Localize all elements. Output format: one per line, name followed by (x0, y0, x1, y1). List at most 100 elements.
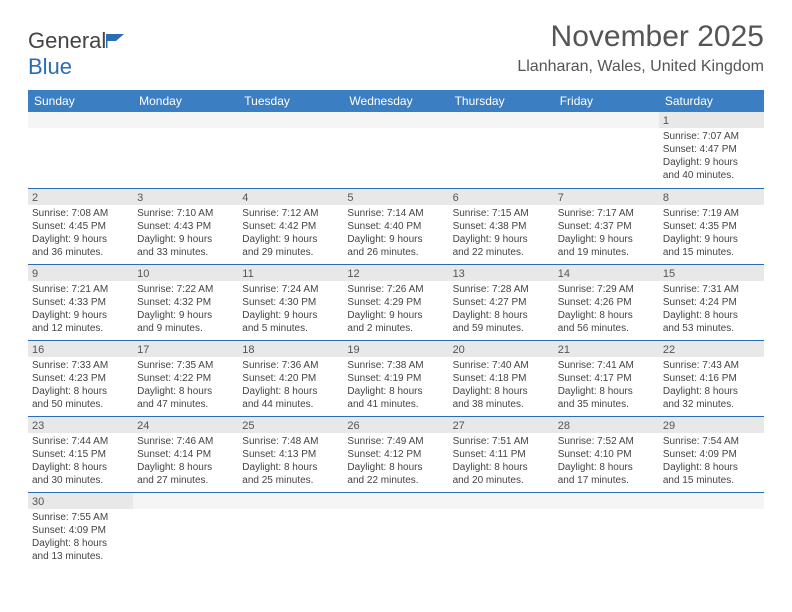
day-sunset: Sunset: 4:09 PM (32, 524, 129, 537)
calendar-day-cell (343, 492, 448, 568)
day-sunset: Sunset: 4:38 PM (453, 220, 550, 233)
day-daylight1: Daylight: 8 hours (663, 309, 760, 322)
day-sunset: Sunset: 4:19 PM (347, 372, 444, 385)
day-content: Sunrise: 7:31 AMSunset: 4:24 PMDaylight:… (659, 281, 764, 339)
day-daylight2: and 40 minutes. (663, 169, 760, 182)
calendar-day-cell: 22Sunrise: 7:43 AMSunset: 4:16 PMDayligh… (659, 340, 764, 416)
day-content: Sunrise: 7:19 AMSunset: 4:35 PMDaylight:… (659, 205, 764, 263)
day-content (554, 509, 659, 515)
day-daylight1: Daylight: 9 hours (137, 233, 234, 246)
weekday-header: Sunday (28, 90, 133, 112)
day-sunset: Sunset: 4:30 PM (242, 296, 339, 309)
day-daylight1: Daylight: 9 hours (347, 309, 444, 322)
day-daylight1: Daylight: 8 hours (137, 385, 234, 398)
day-daylight2: and 38 minutes. (453, 398, 550, 411)
day-sunset: Sunset: 4:16 PM (663, 372, 760, 385)
day-daylight2: and 41 minutes. (347, 398, 444, 411)
day-daylight2: and 22 minutes. (453, 246, 550, 259)
calendar-day-cell (28, 112, 133, 188)
day-daylight2: and 9 minutes. (137, 322, 234, 335)
day-number: 5 (343, 189, 448, 205)
day-sunrise: Sunrise: 7:46 AM (137, 435, 234, 448)
day-daylight1: Daylight: 9 hours (137, 309, 234, 322)
calendar-day-cell: 3Sunrise: 7:10 AMSunset: 4:43 PMDaylight… (133, 188, 238, 264)
calendar-day-cell: 10Sunrise: 7:22 AMSunset: 4:32 PMDayligh… (133, 264, 238, 340)
day-number (238, 493, 343, 509)
calendar-day-cell: 8Sunrise: 7:19 AMSunset: 4:35 PMDaylight… (659, 188, 764, 264)
day-number (449, 112, 554, 128)
day-number: 3 (133, 189, 238, 205)
day-content: Sunrise: 7:51 AMSunset: 4:11 PMDaylight:… (449, 433, 554, 491)
day-daylight1: Daylight: 9 hours (32, 233, 129, 246)
calendar-day-cell: 23Sunrise: 7:44 AMSunset: 4:15 PMDayligh… (28, 416, 133, 492)
day-number: 9 (28, 265, 133, 281)
calendar-day-cell: 14Sunrise: 7:29 AMSunset: 4:26 PMDayligh… (554, 264, 659, 340)
day-sunset: Sunset: 4:43 PM (137, 220, 234, 233)
day-number: 23 (28, 417, 133, 433)
day-daylight2: and 44 minutes. (242, 398, 339, 411)
day-daylight2: and 15 minutes. (663, 474, 760, 487)
day-sunset: Sunset: 4:13 PM (242, 448, 339, 461)
day-number: 26 (343, 417, 448, 433)
day-daylight2: and 59 minutes. (453, 322, 550, 335)
calendar-day-cell: 13Sunrise: 7:28 AMSunset: 4:27 PMDayligh… (449, 264, 554, 340)
month-title: November 2025 (517, 20, 764, 54)
calendar-week-row: 9Sunrise: 7:21 AMSunset: 4:33 PMDaylight… (28, 264, 764, 340)
day-sunrise: Sunrise: 7:55 AM (32, 511, 129, 524)
day-daylight2: and 2 minutes. (347, 322, 444, 335)
day-sunset: Sunset: 4:35 PM (663, 220, 760, 233)
day-daylight1: Daylight: 8 hours (453, 385, 550, 398)
day-sunset: Sunset: 4:45 PM (32, 220, 129, 233)
day-content: Sunrise: 7:54 AMSunset: 4:09 PMDaylight:… (659, 433, 764, 491)
calendar-day-cell: 16Sunrise: 7:33 AMSunset: 4:23 PMDayligh… (28, 340, 133, 416)
day-content: Sunrise: 7:26 AMSunset: 4:29 PMDaylight:… (343, 281, 448, 339)
day-daylight2: and 15 minutes. (663, 246, 760, 259)
day-number: 15 (659, 265, 764, 281)
day-daylight1: Daylight: 8 hours (242, 385, 339, 398)
day-number: 27 (449, 417, 554, 433)
day-number (28, 112, 133, 128)
day-sunset: Sunset: 4:10 PM (558, 448, 655, 461)
calendar-day-cell: 19Sunrise: 7:38 AMSunset: 4:19 PMDayligh… (343, 340, 448, 416)
day-content: Sunrise: 7:29 AMSunset: 4:26 PMDaylight:… (554, 281, 659, 339)
calendar-body: 1Sunrise: 7:07 AMSunset: 4:47 PMDaylight… (28, 112, 764, 568)
calendar-day-cell: 15Sunrise: 7:31 AMSunset: 4:24 PMDayligh… (659, 264, 764, 340)
day-sunrise: Sunrise: 7:54 AM (663, 435, 760, 448)
day-sunset: Sunset: 4:11 PM (453, 448, 550, 461)
logo-text: GeneralBlue (28, 28, 128, 80)
day-number: 24 (133, 417, 238, 433)
day-daylight2: and 29 minutes. (242, 246, 339, 259)
day-sunset: Sunset: 4:14 PM (137, 448, 234, 461)
day-sunset: Sunset: 4:20 PM (242, 372, 339, 385)
day-sunset: Sunset: 4:26 PM (558, 296, 655, 309)
calendar-day-cell: 5Sunrise: 7:14 AMSunset: 4:40 PMDaylight… (343, 188, 448, 264)
day-sunrise: Sunrise: 7:19 AM (663, 207, 760, 220)
calendar-week-row: 1Sunrise: 7:07 AMSunset: 4:47 PMDaylight… (28, 112, 764, 188)
day-sunrise: Sunrise: 7:08 AM (32, 207, 129, 220)
calendar-day-cell: 7Sunrise: 7:17 AMSunset: 4:37 PMDaylight… (554, 188, 659, 264)
day-sunset: Sunset: 4:17 PM (558, 372, 655, 385)
calendar-day-cell (449, 112, 554, 188)
day-sunset: Sunset: 4:23 PM (32, 372, 129, 385)
calendar-day-cell (133, 492, 238, 568)
day-content: Sunrise: 7:44 AMSunset: 4:15 PMDaylight:… (28, 433, 133, 491)
day-daylight2: and 47 minutes. (137, 398, 234, 411)
day-number: 20 (449, 341, 554, 357)
day-number: 22 (659, 341, 764, 357)
day-number: 28 (554, 417, 659, 433)
day-number: 7 (554, 189, 659, 205)
day-number (554, 493, 659, 509)
day-daylight1: Daylight: 8 hours (347, 385, 444, 398)
day-sunset: Sunset: 4:18 PM (453, 372, 550, 385)
day-sunrise: Sunrise: 7:33 AM (32, 359, 129, 372)
day-content: Sunrise: 7:08 AMSunset: 4:45 PMDaylight:… (28, 205, 133, 263)
calendar-week-row: 23Sunrise: 7:44 AMSunset: 4:15 PMDayligh… (28, 416, 764, 492)
day-daylight1: Daylight: 8 hours (347, 461, 444, 474)
day-sunrise: Sunrise: 7:36 AM (242, 359, 339, 372)
day-sunrise: Sunrise: 7:31 AM (663, 283, 760, 296)
day-number (238, 112, 343, 128)
day-daylight1: Daylight: 9 hours (453, 233, 550, 246)
day-daylight2: and 53 minutes. (663, 322, 760, 335)
day-number: 6 (449, 189, 554, 205)
day-number: 16 (28, 341, 133, 357)
